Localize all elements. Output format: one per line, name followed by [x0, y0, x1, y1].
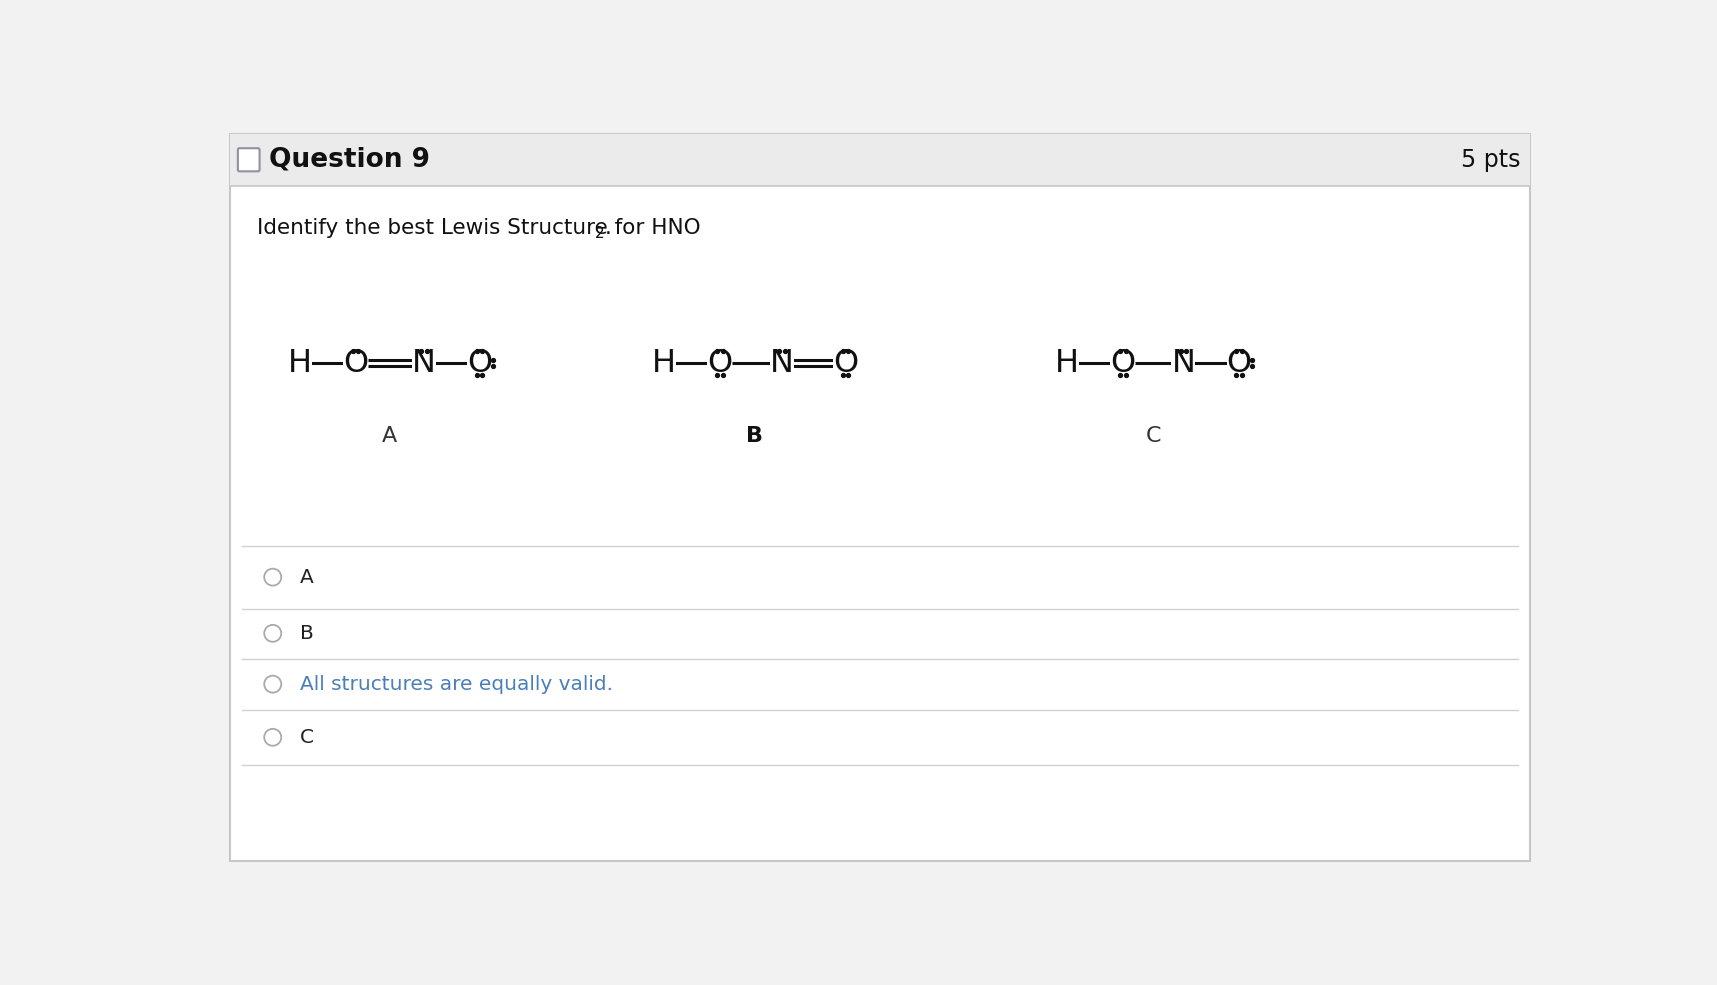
FancyBboxPatch shape [239, 148, 259, 171]
Text: N: N [412, 348, 436, 378]
Text: 2: 2 [596, 227, 604, 241]
Text: O: O [707, 348, 733, 378]
Text: 5 pts: 5 pts [1461, 148, 1521, 171]
FancyBboxPatch shape [230, 134, 1530, 186]
Text: O: O [343, 348, 367, 378]
Text: O: O [833, 348, 858, 378]
Text: B: B [747, 427, 764, 446]
Text: O: O [467, 348, 493, 378]
Text: H: H [652, 348, 676, 378]
Text: C: C [1145, 427, 1161, 446]
Text: A: A [383, 427, 397, 446]
Text: O: O [1226, 348, 1252, 378]
Circle shape [264, 568, 282, 586]
FancyBboxPatch shape [230, 134, 1530, 861]
Text: N: N [1171, 348, 1195, 378]
Text: Identify the best Lewis Structure for HNO: Identify the best Lewis Structure for HN… [258, 219, 701, 238]
Text: O: O [1111, 348, 1135, 378]
Text: All structures are equally valid.: All structures are equally valid. [300, 675, 613, 693]
Text: H: H [288, 348, 312, 378]
Text: N: N [769, 348, 793, 378]
Text: H: H [1056, 348, 1078, 378]
Circle shape [264, 729, 282, 746]
Text: A: A [300, 567, 314, 587]
Text: Question 9: Question 9 [270, 147, 429, 172]
Circle shape [264, 624, 282, 642]
Text: C: C [300, 728, 314, 747]
Circle shape [264, 676, 282, 692]
Text: B: B [300, 624, 314, 643]
Text: .: . [604, 219, 611, 238]
